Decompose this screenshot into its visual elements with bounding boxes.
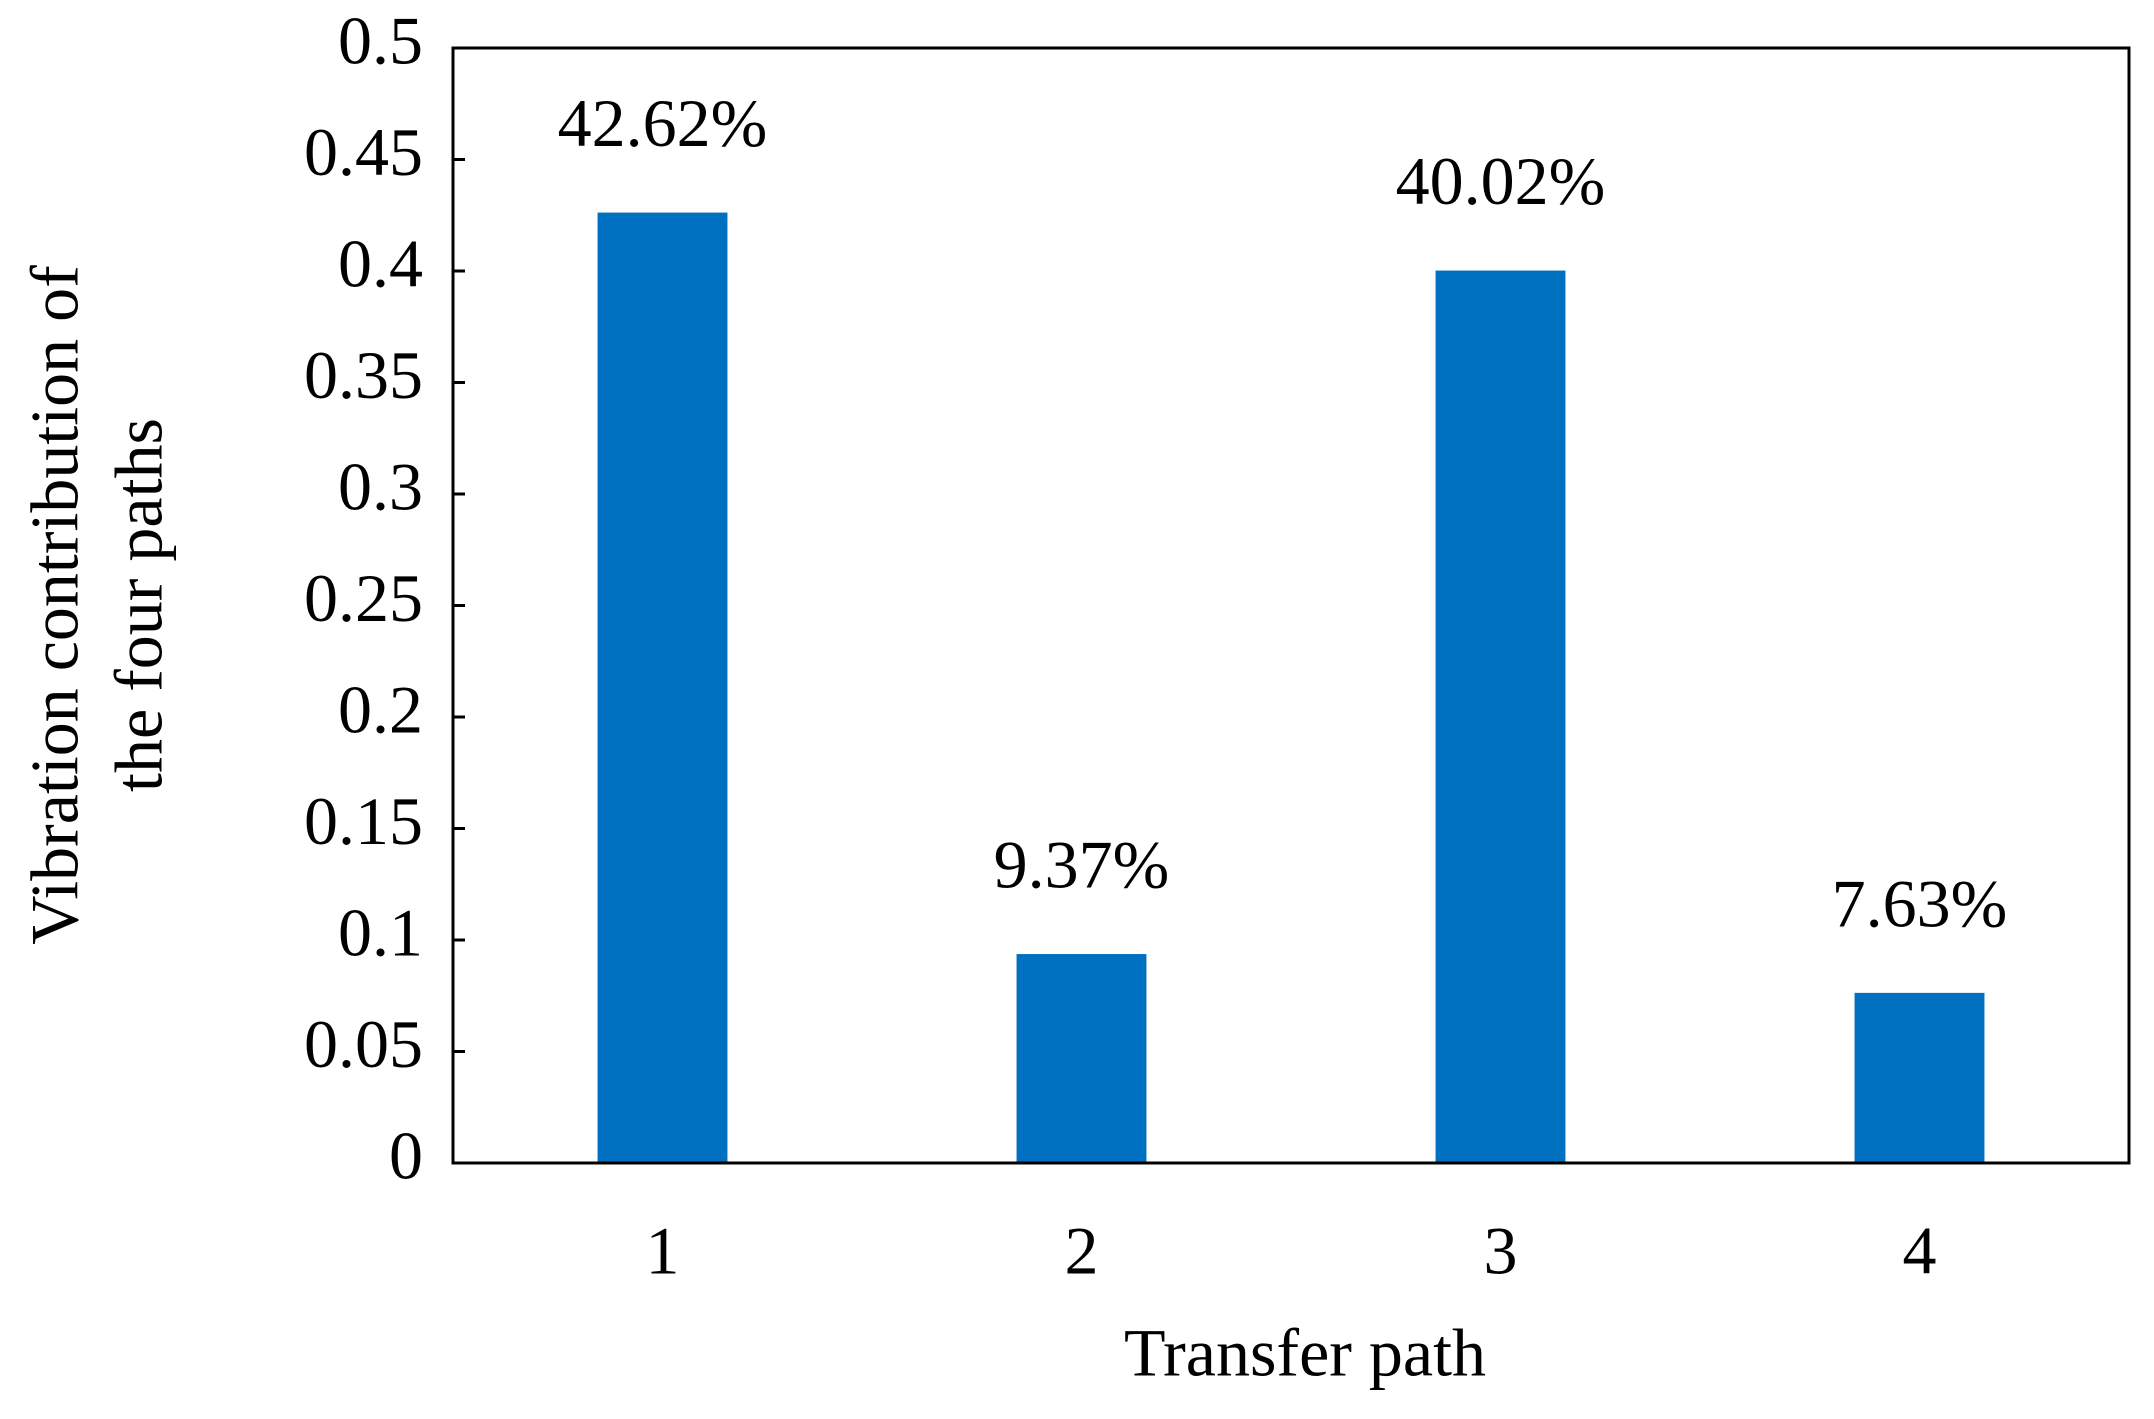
y-tick-label: 0.25: [304, 560, 423, 636]
data-label: 40.02%: [1396, 143, 1606, 219]
y-tick-label: 0.2: [338, 672, 423, 748]
plot-frame: [451, 46, 2131, 1165]
x-axis-label: Transfer path: [1124, 1315, 1486, 1391]
y-tick-label: 0.05: [304, 1006, 423, 1082]
y-tick-label: 0.4: [338, 226, 423, 302]
y-tick-label: 0.15: [304, 783, 423, 859]
bar: [597, 212, 728, 1164]
y-axis-label: the four paths: [101, 418, 177, 792]
x-tick-label: 4: [1903, 1213, 1937, 1289]
bar: [1435, 270, 1566, 1164]
bar: [1854, 992, 1985, 1163]
data-label: 42.62%: [558, 85, 768, 161]
y-tick-label: 0.1: [338, 895, 423, 971]
y-tick-label: 0.5: [338, 3, 423, 79]
y-tick-label: 0.45: [304, 114, 423, 190]
data-label: 7.63%: [1832, 865, 2008, 941]
y-tick-label: 0: [389, 1118, 423, 1194]
y-tick-label: 0.3: [338, 449, 423, 525]
x-tick-label: 2: [1065, 1213, 1099, 1289]
y-axis-label: Vibration contribution of: [17, 265, 93, 945]
data-label: 9.37%: [994, 827, 1170, 903]
x-tick-label: 3: [1484, 1213, 1518, 1289]
bar: [1016, 954, 1147, 1163]
y-tick-label: 0.35: [304, 337, 423, 413]
x-tick-label: 1: [646, 1213, 680, 1289]
